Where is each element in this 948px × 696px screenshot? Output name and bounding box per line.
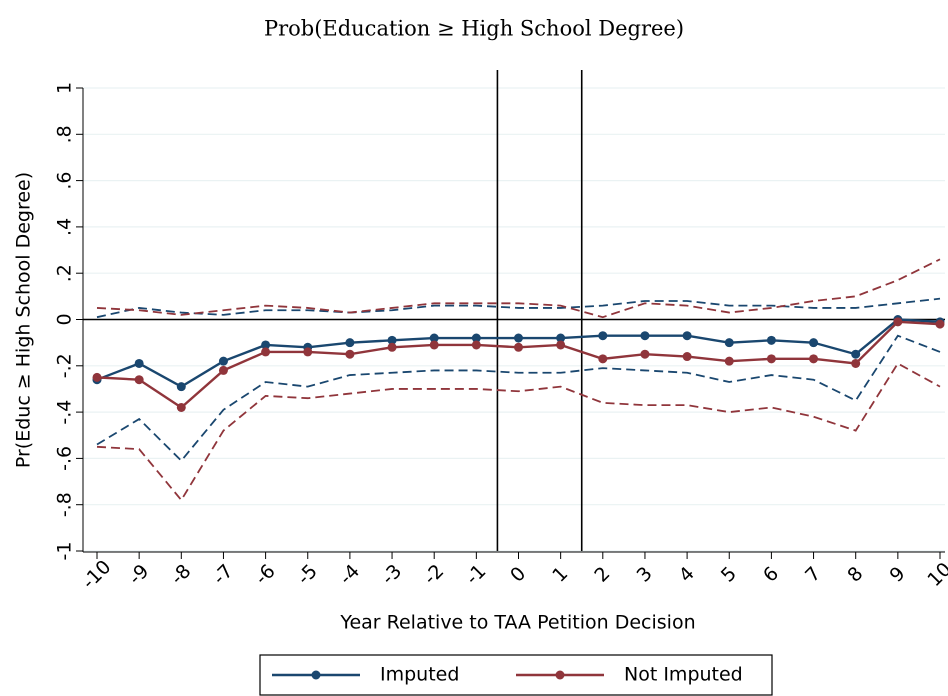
point [218, 365, 228, 375]
y-tick-label: 0 [54, 313, 76, 325]
point [766, 354, 776, 364]
ci-line [96, 258, 941, 319]
y-tick-label: -.8 [54, 492, 76, 517]
legend-label: Not Imputed [624, 664, 743, 686]
x-tick-label: 0 [506, 563, 530, 587]
y-tick-label: -.6 [54, 446, 76, 471]
point [134, 358, 144, 368]
x-tick-label: 8 [843, 563, 867, 587]
point [893, 317, 903, 327]
point [556, 340, 566, 350]
point [387, 335, 397, 345]
point [345, 349, 355, 359]
x-tick-label: -9 [124, 560, 153, 589]
y-tick-label: .4 [54, 218, 76, 236]
x-tick-label: -3 [377, 560, 406, 589]
point [724, 338, 734, 348]
ci-line [96, 334, 941, 463]
y-tick-label: -.4 [54, 400, 76, 425]
x-tick-label: 9 [885, 563, 909, 587]
point [345, 338, 355, 348]
y-tick-label: .8 [54, 125, 76, 143]
point [471, 333, 481, 343]
x-tick-label: -4 [335, 560, 364, 589]
point [387, 342, 397, 352]
point [261, 347, 271, 357]
point [514, 333, 523, 343]
legend-label: Imputed [380, 664, 459, 686]
x-tick-label: 7 [801, 563, 825, 587]
x-tick-label: -10 [78, 556, 116, 594]
x-tick-label: -7 [209, 560, 238, 589]
x-tick-label: -8 [166, 560, 195, 589]
point [429, 340, 439, 350]
point [176, 382, 186, 392]
x-tick-label: 2 [590, 563, 614, 587]
x-tick-label: 5 [717, 563, 741, 587]
point [598, 331, 608, 341]
point [935, 319, 945, 329]
series-line [96, 318, 941, 389]
y-tick-label: -1 [54, 542, 76, 561]
point [92, 372, 102, 382]
point [556, 333, 566, 343]
point [261, 340, 271, 350]
x-tick-label: -2 [419, 560, 448, 589]
point [851, 349, 861, 359]
point [851, 358, 861, 368]
ci-line [96, 297, 941, 319]
x-tick-label: 3 [633, 563, 657, 587]
y-tick-label: .2 [54, 264, 76, 282]
point [766, 335, 776, 345]
y-tick-label: 1 [54, 82, 76, 94]
legend-marker [555, 670, 565, 680]
point [598, 354, 608, 364]
legend-marker [311, 670, 321, 680]
point [218, 356, 228, 366]
point [429, 333, 439, 343]
x-tick-label: 6 [759, 563, 783, 587]
x-tick-label: -1 [462, 560, 491, 589]
point [303, 347, 313, 357]
y-axis-label: Pr(Educ ≥ High School Degree) [13, 172, 35, 468]
chart-title: Prob(Education ≥ High School Degree) [264, 17, 684, 41]
x-tick-label: -5 [293, 560, 322, 589]
point [640, 349, 650, 359]
ci-line [96, 362, 941, 502]
y-tick-label: -.2 [54, 353, 76, 378]
point [471, 340, 481, 350]
y-tick-label: .6 [54, 172, 76, 190]
point [809, 338, 819, 348]
x-axis-label: Year Relative to TAA Petition Decision [339, 612, 695, 634]
point [640, 331, 650, 341]
point [682, 352, 692, 362]
x-tick-label: -6 [251, 560, 280, 589]
point [724, 356, 734, 366]
x-tick-label: 1 [548, 563, 572, 587]
point [134, 375, 144, 385]
x-tick-label: 10 [923, 558, 948, 591]
point [176, 402, 186, 412]
point [682, 331, 692, 341]
point [514, 342, 523, 352]
x-tick-label: 4 [675, 563, 699, 587]
point [809, 354, 819, 364]
